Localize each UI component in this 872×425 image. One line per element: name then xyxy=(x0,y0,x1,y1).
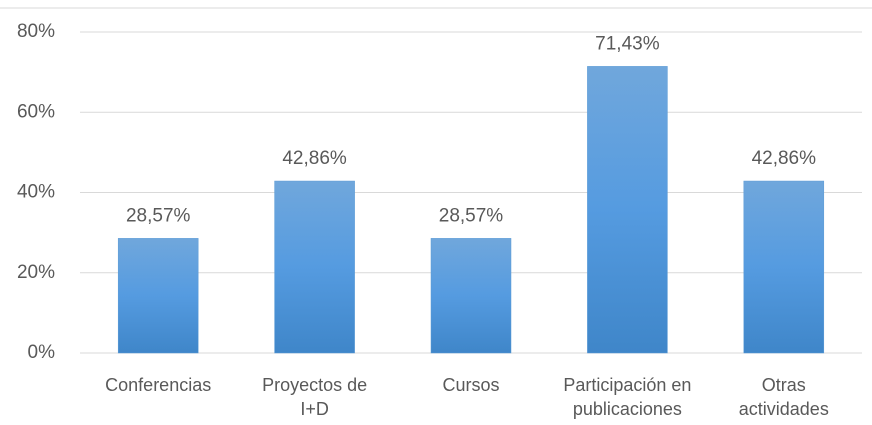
bar xyxy=(274,180,355,354)
data-label: 71,43% xyxy=(595,33,660,54)
bar xyxy=(587,66,668,354)
x-tick-label: Proyectos de I+D xyxy=(262,375,368,419)
data-label: 42,86% xyxy=(752,148,817,169)
x-tick-label: Conferencias xyxy=(105,375,212,395)
x-tick-label: Otras actividades xyxy=(738,375,829,419)
bar xyxy=(117,238,199,354)
x-tick-label: Participación en publicaciones xyxy=(563,375,692,419)
y-tick-label: 60% xyxy=(17,101,55,122)
y-tick-label: 20% xyxy=(17,262,55,283)
data-label: 28,57% xyxy=(439,205,504,226)
bar xyxy=(743,180,825,354)
data-label: 28,57% xyxy=(126,205,191,226)
y-tick-label: 40% xyxy=(17,182,55,203)
bar xyxy=(430,238,512,354)
y-tick-label: 80% xyxy=(17,21,55,42)
y-tick-label: 0% xyxy=(28,342,56,363)
x-tick-label: Cursos xyxy=(442,375,500,395)
data-label: 42,86% xyxy=(282,148,347,169)
